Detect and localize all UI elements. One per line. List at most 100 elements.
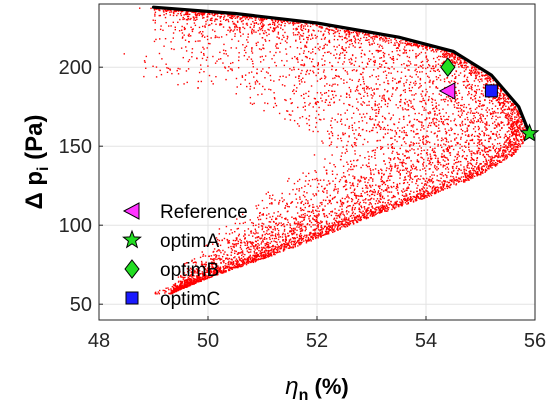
scatter-point — [498, 153, 500, 155]
scatter-point — [492, 147, 495, 150]
scatter-point — [352, 168, 354, 171]
scatter-point — [463, 179, 465, 181]
scatter-point — [298, 38, 301, 40]
scatter-point — [524, 128, 526, 131]
scatter-point — [256, 248, 259, 250]
scatter-point — [467, 84, 469, 86]
scatter-point — [336, 53, 338, 55]
scatter-point — [436, 169, 438, 171]
scatter-point — [343, 223, 345, 226]
scatter-point — [338, 35, 340, 37]
scatter-point — [200, 278, 203, 281]
scatter-point — [317, 63, 319, 65]
scatter-point — [403, 130, 405, 132]
scatter-point — [468, 124, 470, 127]
scatter-point — [467, 160, 469, 163]
scatter-point — [159, 69, 161, 72]
scatter-point — [509, 118, 511, 120]
scatter-point — [377, 139, 379, 142]
scatter-point — [269, 202, 271, 205]
scatter-point — [255, 256, 258, 259]
scatter-point — [292, 230, 295, 233]
scatter-point — [353, 35, 355, 37]
scatter-point — [508, 108, 511, 111]
scatter-point — [342, 132, 344, 134]
scatter-point — [369, 44, 371, 46]
scatter-point — [143, 60, 146, 62]
scatter-point — [191, 260, 193, 262]
scatter-point — [463, 145, 466, 147]
scatter-point — [302, 35, 304, 37]
scatter-point — [330, 120, 332, 122]
scatter-point — [391, 146, 394, 148]
scatter-point — [348, 174, 350, 176]
scatter-point — [255, 22, 258, 24]
scatter-point — [260, 225, 263, 227]
scatter-point — [492, 111, 494, 113]
scatter-point — [191, 56, 193, 58]
scatter-point — [222, 260, 225, 262]
scatter-point — [209, 42, 211, 45]
scatter-point — [419, 82, 421, 85]
scatter-point — [211, 261, 213, 263]
scatter-point — [360, 180, 362, 182]
scatter-point — [385, 62, 387, 64]
scatter-point — [274, 229, 277, 231]
scatter-point — [471, 138, 474, 141]
scatter-point — [456, 102, 458, 104]
scatter-point — [219, 267, 222, 269]
scatter-point — [216, 254, 218, 257]
scatter-point — [355, 70, 358, 72]
scatter-point — [252, 62, 254, 65]
scatter-point — [358, 133, 360, 135]
scatter-point — [356, 159, 358, 162]
scatter-point — [238, 52, 240, 54]
scatter-point — [348, 46, 350, 48]
scatter-point — [269, 74, 272, 77]
scatter-point — [235, 77, 238, 80]
scatter-point — [349, 89, 352, 91]
scatter-point — [273, 80, 275, 82]
scatter-point — [456, 156, 459, 159]
scatter-point — [389, 56, 392, 59]
scatter-point — [378, 211, 380, 214]
scatter-point — [494, 127, 496, 129]
scatter-point — [409, 61, 411, 63]
scatter-point — [220, 251, 222, 254]
scatter-point — [344, 218, 346, 220]
scatter-point — [349, 43, 351, 46]
scatter-point — [263, 247, 265, 249]
scatter-point — [323, 63, 326, 66]
scatter-point — [416, 179, 418, 181]
scatter-point — [406, 150, 409, 152]
scatter-point — [520, 129, 522, 131]
scatter-point — [278, 37, 280, 39]
scatter-point — [330, 52, 332, 55]
scatter-point — [274, 233, 277, 235]
scatter-point — [193, 282, 195, 284]
scatter-point — [152, 65, 154, 67]
scatter-point — [355, 57, 357, 59]
scatter-point — [397, 127, 399, 129]
scatter-point — [326, 44, 328, 46]
scatter-point — [215, 237, 218, 239]
scatter-point — [292, 233, 295, 235]
scatter-point — [454, 123, 457, 126]
scatter-point — [362, 80, 365, 83]
scatter-point — [251, 47, 253, 49]
scatter-point — [403, 141, 406, 143]
scatter-point — [373, 36, 376, 38]
scatter-point — [386, 167, 388, 169]
scatter-point — [301, 220, 303, 223]
scatter-point — [402, 182, 405, 185]
scatter-point — [172, 11, 175, 14]
scatter-point — [301, 200, 303, 203]
scatter-point — [492, 112, 494, 115]
scatter-point — [484, 148, 486, 150]
scatter-point — [303, 219, 305, 221]
scatter-point — [351, 146, 354, 148]
scatter-point — [440, 155, 443, 158]
scatter-point — [398, 44, 400, 47]
scatter-point — [262, 20, 264, 22]
